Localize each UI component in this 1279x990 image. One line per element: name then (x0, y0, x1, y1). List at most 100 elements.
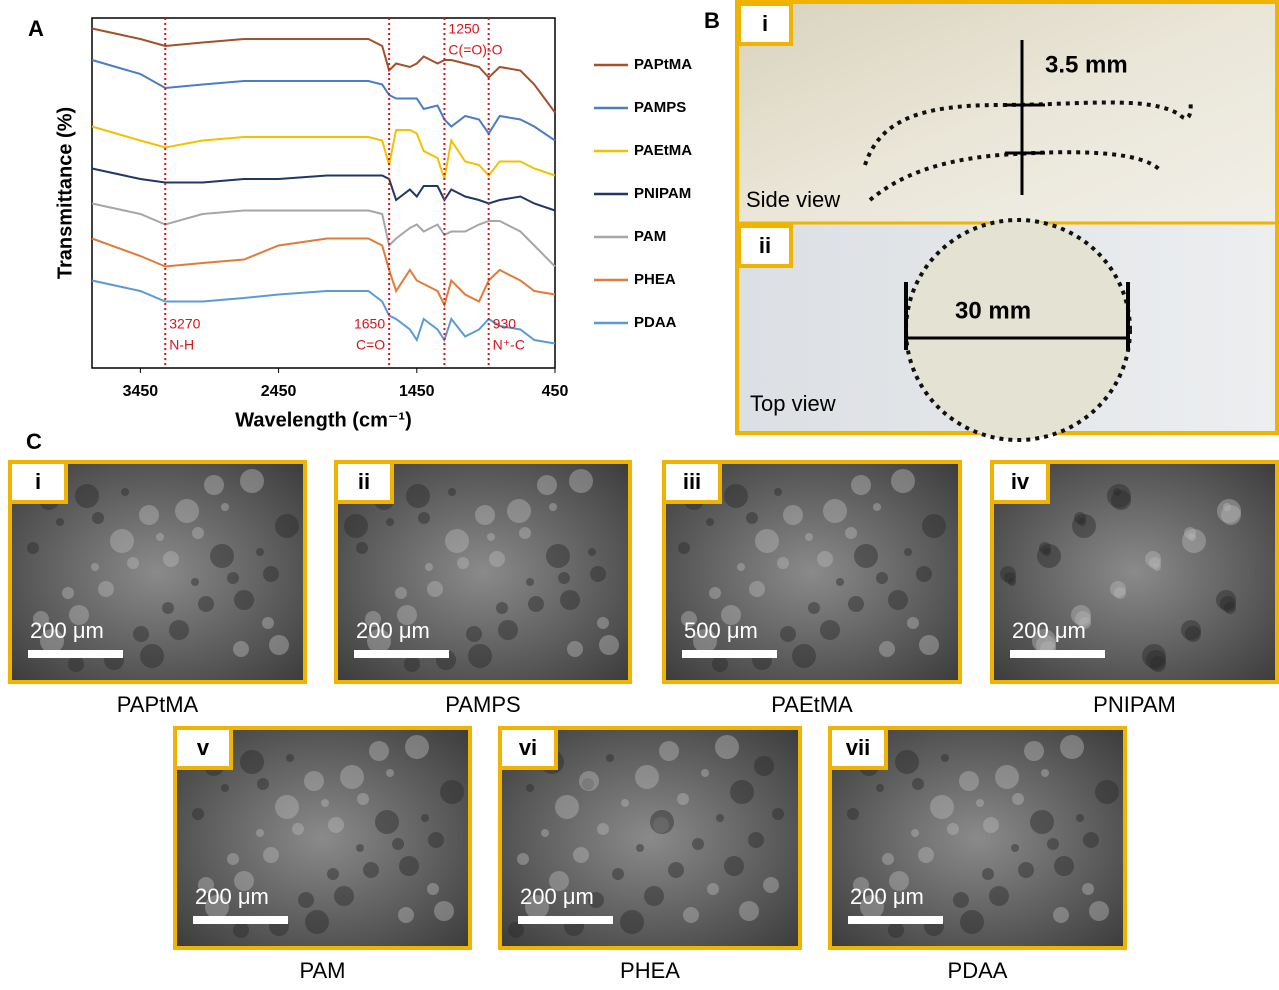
texture (56, 518, 64, 526)
texture (191, 578, 199, 586)
texture (848, 596, 864, 612)
texture (930, 795, 954, 819)
texture (537, 475, 557, 495)
sem-caption: PDAA (948, 958, 1008, 983)
texture (1089, 901, 1109, 921)
scale-label: 200 μm (30, 618, 104, 643)
x-tick-label: 3450 (123, 383, 159, 400)
texture (328, 817, 344, 833)
texture (709, 587, 721, 599)
texture (1114, 587, 1126, 599)
texture (405, 735, 429, 759)
texture (98, 581, 114, 597)
texture (121, 488, 129, 496)
texture (286, 754, 294, 762)
annotation-label: 1650 (354, 316, 385, 332)
texture (911, 829, 919, 837)
texture (873, 503, 881, 511)
spectrum-line (92, 239, 555, 306)
tag: vii (846, 735, 870, 760)
texture (227, 572, 239, 584)
scale-label: 200 μm (356, 618, 430, 643)
texture (198, 596, 214, 612)
texture (233, 922, 249, 938)
texture (904, 548, 912, 556)
texture (404, 656, 420, 672)
texture (808, 602, 820, 614)
texture (257, 778, 269, 790)
texture (569, 469, 593, 493)
texture (275, 795, 299, 819)
texture (162, 602, 174, 614)
texture (240, 750, 264, 774)
texture (487, 533, 495, 541)
tag: ii (759, 233, 771, 258)
annotation-group: N⁺-C (493, 337, 525, 353)
texture (440, 780, 464, 804)
texture (305, 910, 329, 934)
texture (519, 527, 531, 539)
sem-caption: PAPtMA (117, 692, 199, 717)
annotation-group: C=O (356, 337, 385, 353)
annotation-label: 930 (493, 316, 517, 332)
texture (292, 823, 304, 835)
texture (1076, 814, 1084, 822)
texture (398, 907, 414, 923)
texture (386, 769, 394, 777)
texture (356, 844, 364, 852)
texture (599, 635, 619, 655)
texture (888, 590, 908, 610)
sem-caption: PAEtMA (771, 692, 853, 717)
x-tick-label: 2450 (261, 383, 297, 400)
texture (678, 542, 690, 554)
texture (668, 862, 684, 878)
legend-label: PNIPAM (634, 185, 691, 202)
texture (541, 829, 549, 837)
texture (805, 533, 813, 541)
texture (549, 503, 557, 511)
texture (344, 514, 368, 538)
tag: ii (358, 469, 370, 494)
dimension: 3.5 mm (1045, 51, 1128, 78)
texture (1095, 780, 1119, 804)
dimension: 30 mm (955, 297, 1031, 324)
legend-label: PHEA (634, 271, 676, 288)
scale-bar (848, 916, 943, 924)
texture (620, 910, 644, 934)
texture (363, 862, 379, 878)
texture (210, 544, 234, 568)
texture (1030, 810, 1054, 834)
x-axis-label: Wavelength (cm⁻¹) (235, 409, 412, 431)
texture (1047, 838, 1059, 850)
texture (851, 475, 871, 495)
sem-caption: PNIPAM (1093, 692, 1176, 717)
texture (275, 514, 299, 538)
texture (1221, 505, 1241, 525)
texture (739, 901, 759, 921)
texture (334, 886, 354, 906)
texture (406, 484, 430, 508)
texture (421, 814, 429, 822)
scale-label: 200 μm (520, 884, 594, 909)
tag: v (197, 735, 210, 760)
texture (110, 529, 134, 553)
texture (716, 814, 724, 822)
caption: Top view (750, 391, 836, 416)
texture (526, 578, 534, 586)
texture (590, 566, 606, 582)
spectrum-line (92, 169, 555, 211)
texture (386, 518, 394, 526)
texture (876, 572, 888, 584)
spectrum-line (92, 204, 555, 267)
texture (836, 578, 844, 586)
texture (298, 892, 314, 908)
texture (468, 644, 492, 668)
legend-label: PDAA (634, 314, 677, 331)
panel-label: C (26, 429, 42, 454)
texture (466, 626, 482, 642)
texture (724, 856, 744, 876)
texture (706, 518, 714, 526)
texture (715, 735, 739, 759)
texture (644, 886, 664, 906)
texture (127, 557, 139, 569)
